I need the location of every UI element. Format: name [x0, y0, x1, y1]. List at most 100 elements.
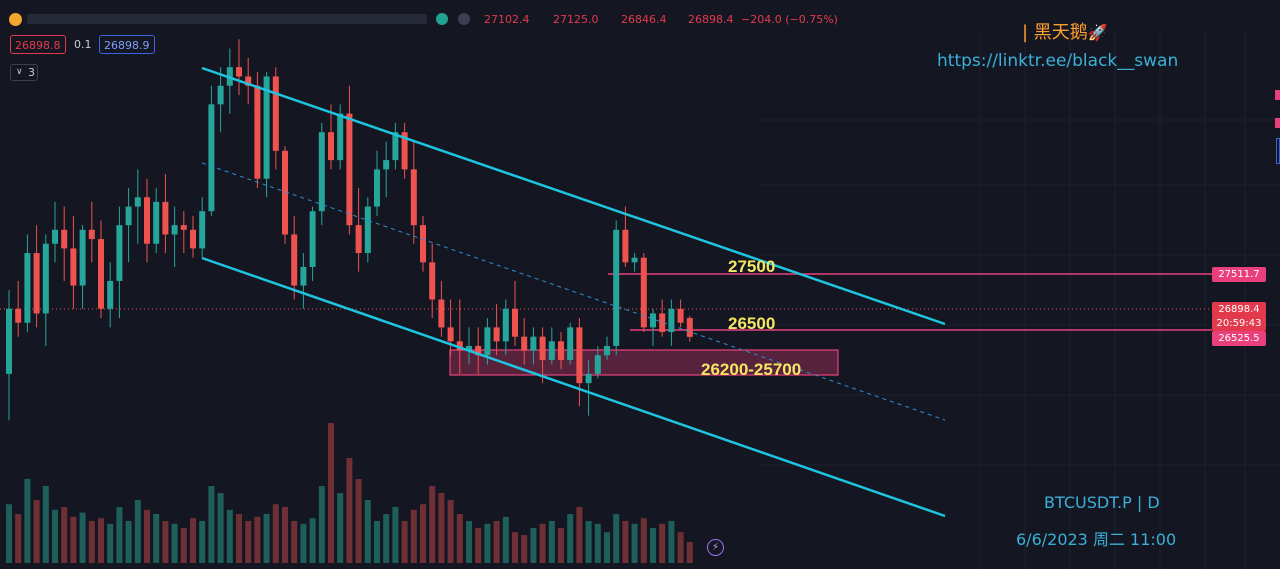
volume-bar [190, 518, 196, 563]
volume-bar [604, 532, 610, 563]
candle [466, 345, 472, 351]
volume-bar [650, 528, 656, 563]
volume-bar [355, 479, 362, 563]
zone-annotation: 26200-25700 [701, 360, 802, 379]
candle [263, 76, 270, 179]
volume-bar [70, 516, 77, 563]
candle [594, 355, 601, 374]
volume-bar [548, 521, 555, 563]
candle [180, 225, 187, 230]
buy-button[interactable]: 26898.9 [99, 35, 155, 54]
volume-bar [254, 516, 261, 563]
volume-bar [364, 500, 371, 563]
candle [309, 211, 316, 267]
candle [52, 229, 58, 244]
volume-bar [539, 523, 546, 563]
volume-bar [686, 542, 693, 563]
axis-marker [1275, 90, 1280, 100]
descending-channel [201, 66, 946, 518]
rocket-icon: 🚀 [1087, 23, 1108, 42]
candle [15, 308, 22, 323]
candle [272, 76, 279, 151]
volume-bar [328, 423, 334, 563]
candle [346, 113, 353, 226]
volume-bar [613, 514, 620, 563]
brand-name: | 黑天鹅🚀 [1022, 22, 1108, 43]
volume-bar [585, 521, 592, 563]
candle [254, 85, 261, 179]
candle [585, 373, 592, 384]
volume-bar [153, 514, 160, 563]
sell-button[interactable]: 26898.8 [10, 35, 66, 54]
volume-bar [447, 500, 454, 563]
candle [604, 345, 610, 356]
volume-bar [668, 521, 675, 563]
coin-icon [9, 13, 22, 26]
candle [374, 169, 380, 207]
volume-bar [88, 521, 95, 563]
candle [558, 341, 564, 360]
volume-bar [272, 504, 279, 563]
volume-bar [659, 523, 666, 563]
support-price-label: 26525.5 [1212, 331, 1266, 346]
volume-bar [236, 514, 242, 563]
volume-bar [420, 504, 426, 563]
indicator-count: 3 [28, 66, 35, 79]
candle [668, 308, 675, 333]
candle [291, 234, 298, 286]
candle [530, 336, 537, 351]
lightning-icon[interactable]: ⚡ [707, 539, 724, 556]
volume-bar [61, 507, 68, 563]
axis-marker [1275, 118, 1280, 128]
candle [613, 229, 620, 346]
candle [631, 257, 638, 263]
ohlc-low: 26846.4 [621, 13, 667, 26]
volume-bar [521, 535, 528, 563]
candle [70, 248, 77, 286]
candle [512, 308, 518, 337]
volume-bar [401, 521, 408, 563]
volume-bar [125, 521, 132, 563]
volume-bar [199, 521, 206, 563]
volume-bars [6, 423, 693, 563]
ohlc-open: 27102.4 [484, 13, 530, 26]
volume-bar [98, 518, 104, 563]
candle [107, 280, 114, 309]
candle [282, 150, 288, 235]
candle [364, 206, 371, 254]
volume-bar [374, 521, 380, 563]
candle [236, 67, 242, 77]
candle [318, 132, 325, 212]
volume-bar [438, 493, 445, 563]
indicators-toggle[interactable]: ∨ 3 [10, 64, 38, 81]
countdown-label: 20:59:43 [1212, 316, 1266, 331]
channel-upper-line [201, 66, 946, 326]
volume-bar [410, 509, 417, 563]
candle [438, 299, 445, 328]
candle [24, 253, 31, 323]
volume-bar [300, 523, 307, 563]
brand-url[interactable]: https://linktr.ee/black__swan [937, 51, 1179, 71]
candle [383, 160, 390, 170]
volume-bar [6, 504, 12, 563]
channel-lower-line [201, 256, 946, 518]
volume-bar [171, 523, 178, 563]
candle [245, 76, 252, 86]
ohlc-high: 27125.0 [553, 13, 599, 26]
symbol-interval: BTCUSDT.P | D [1044, 493, 1160, 512]
volume-bar [502, 516, 509, 563]
candle [447, 327, 454, 342]
volume-bar [346, 458, 353, 563]
candle [300, 266, 307, 286]
candle [116, 225, 123, 281]
volume-bar [33, 500, 40, 563]
volume-bar [15, 514, 22, 563]
volume-bar [475, 528, 482, 563]
datetime: 6/6/2023 周二 11:00 [1016, 530, 1177, 549]
candle [171, 225, 178, 235]
eye-icon[interactable] [436, 13, 448, 25]
settings-icon[interactable] [458, 13, 470, 25]
volume-bar [456, 514, 463, 563]
symbol-title-faint [27, 14, 427, 24]
